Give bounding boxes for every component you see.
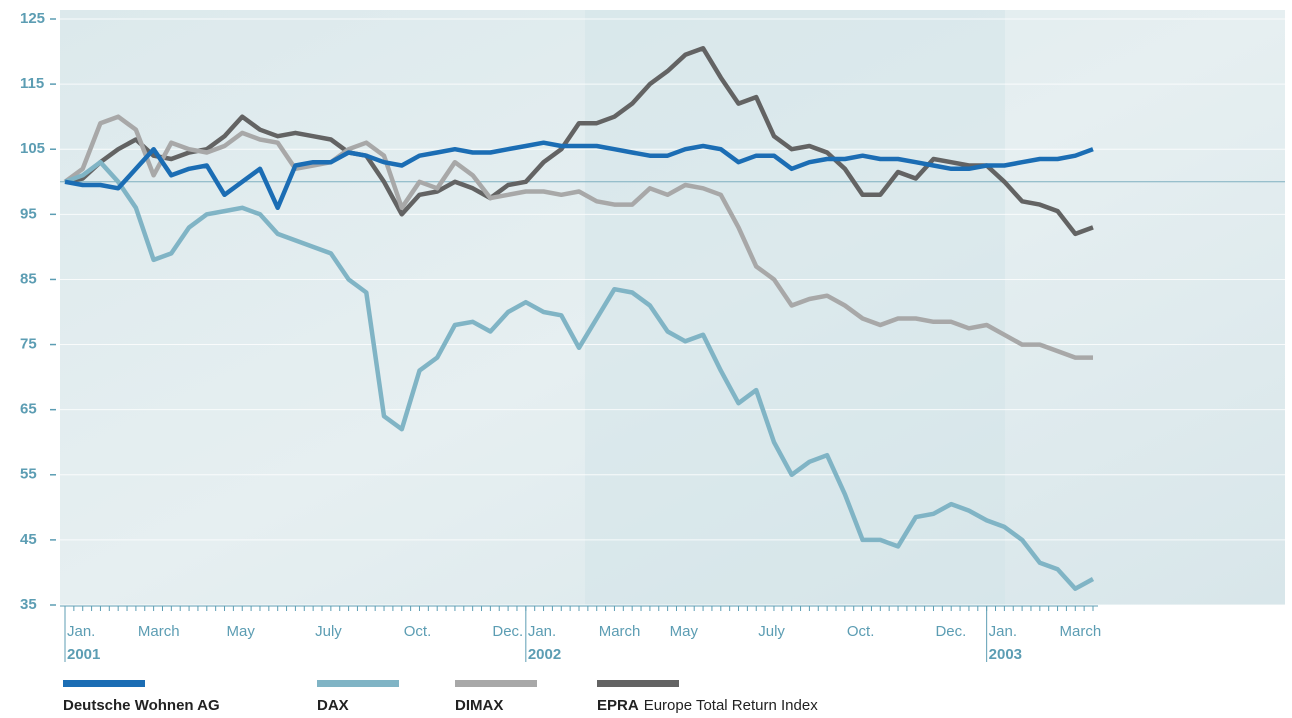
y-tick-label: 75 (20, 336, 37, 353)
y-tick-label: 105 (20, 140, 45, 157)
x-tick-label: Jan. (67, 623, 95, 640)
year-label: 2002 (528, 646, 561, 663)
legend-label: DIMAX (455, 697, 503, 714)
y-tick-label: 85 (20, 270, 37, 287)
chart: 35 45 55 65 75 85 95 105 115 125 Jan. 2001 March May J… (0, 0, 1292, 718)
legend-label: EPRA (597, 697, 639, 714)
x-tick-label: Jan. (528, 623, 556, 640)
x-tick-label: Dec. (492, 623, 523, 640)
legend-label: DAX (317, 697, 349, 714)
legend-label: Deutsche Wohnen AG (63, 697, 220, 714)
x-tick-label: Jan. (989, 623, 1017, 640)
y-tick-label: 95 (20, 205, 37, 222)
x-tick-label: July (758, 623, 785, 640)
x-tick-label: July (315, 623, 342, 640)
legend-swatch (597, 680, 679, 687)
legend-swatch (63, 680, 145, 687)
y-tick-label: 45 (20, 531, 37, 548)
x-tick-label: March (1060, 623, 1102, 640)
x-tick-label: May (670, 623, 699, 640)
y-tick-label: 125 (20, 10, 45, 27)
year-label: 2001 (67, 646, 100, 663)
x-tick-label: March (599, 623, 641, 640)
legend-swatch (317, 680, 399, 687)
year-label: 2003 (989, 646, 1022, 663)
x-tick-label: Oct. (404, 623, 432, 640)
x-tick-label: March (138, 623, 180, 640)
y-tick-label: 35 (20, 596, 37, 613)
legend-swatch (455, 680, 537, 687)
x-tick-label: Dec. (935, 623, 966, 640)
y-tick-label: 115 (20, 75, 44, 92)
x-tick-label: May (227, 623, 256, 640)
legend-description: Europe Total Return Index (644, 697, 819, 714)
background-house (585, 10, 1005, 605)
y-tick-label: 65 (20, 401, 37, 418)
y-tick-label: 55 (20, 466, 37, 483)
x-tick-label: Oct. (847, 623, 875, 640)
